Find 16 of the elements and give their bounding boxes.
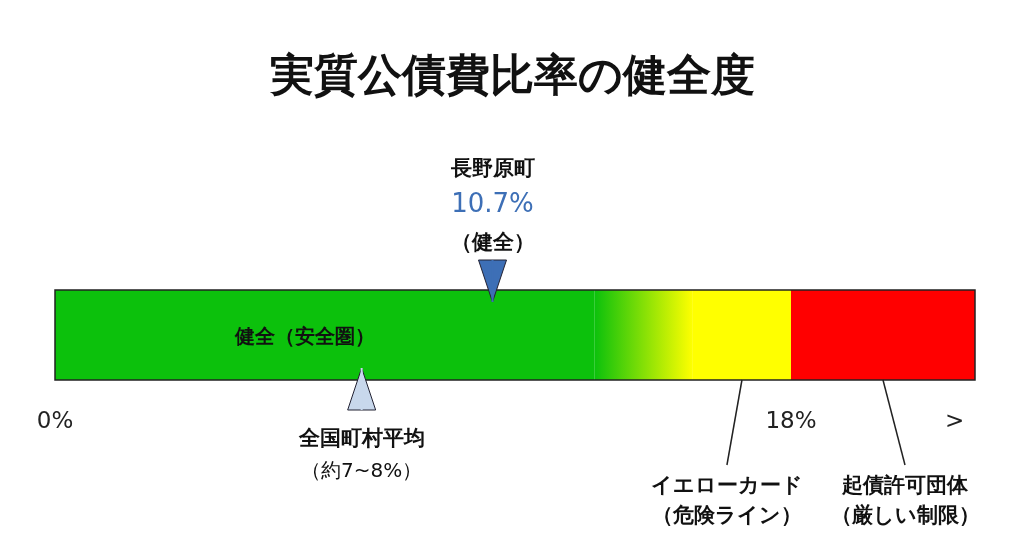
text: 長野原町 (449, 156, 535, 180)
text: 10.7% (451, 188, 534, 218)
x-tick-label: 18% (765, 407, 817, 433)
x-tick-label: 0% (36, 407, 74, 433)
x-tick-label: > (944, 407, 965, 433)
bar (55, 290, 595, 380)
chart-title: 実質公債費比率の健全度 (268, 49, 755, 100)
bar (692, 290, 791, 380)
ref-line-label: 全国町村平均 (297, 426, 425, 450)
text: イエローカード（危険ライン） (650, 473, 803, 527)
text: 起債許可団体（厳しい制限） (830, 473, 980, 527)
text: （約7~8%） (301, 458, 423, 482)
bar (791, 290, 975, 380)
text: （健全） (450, 230, 535, 254)
series-label: 健全（安全圏） (233, 324, 375, 348)
bar (594, 290, 693, 380)
